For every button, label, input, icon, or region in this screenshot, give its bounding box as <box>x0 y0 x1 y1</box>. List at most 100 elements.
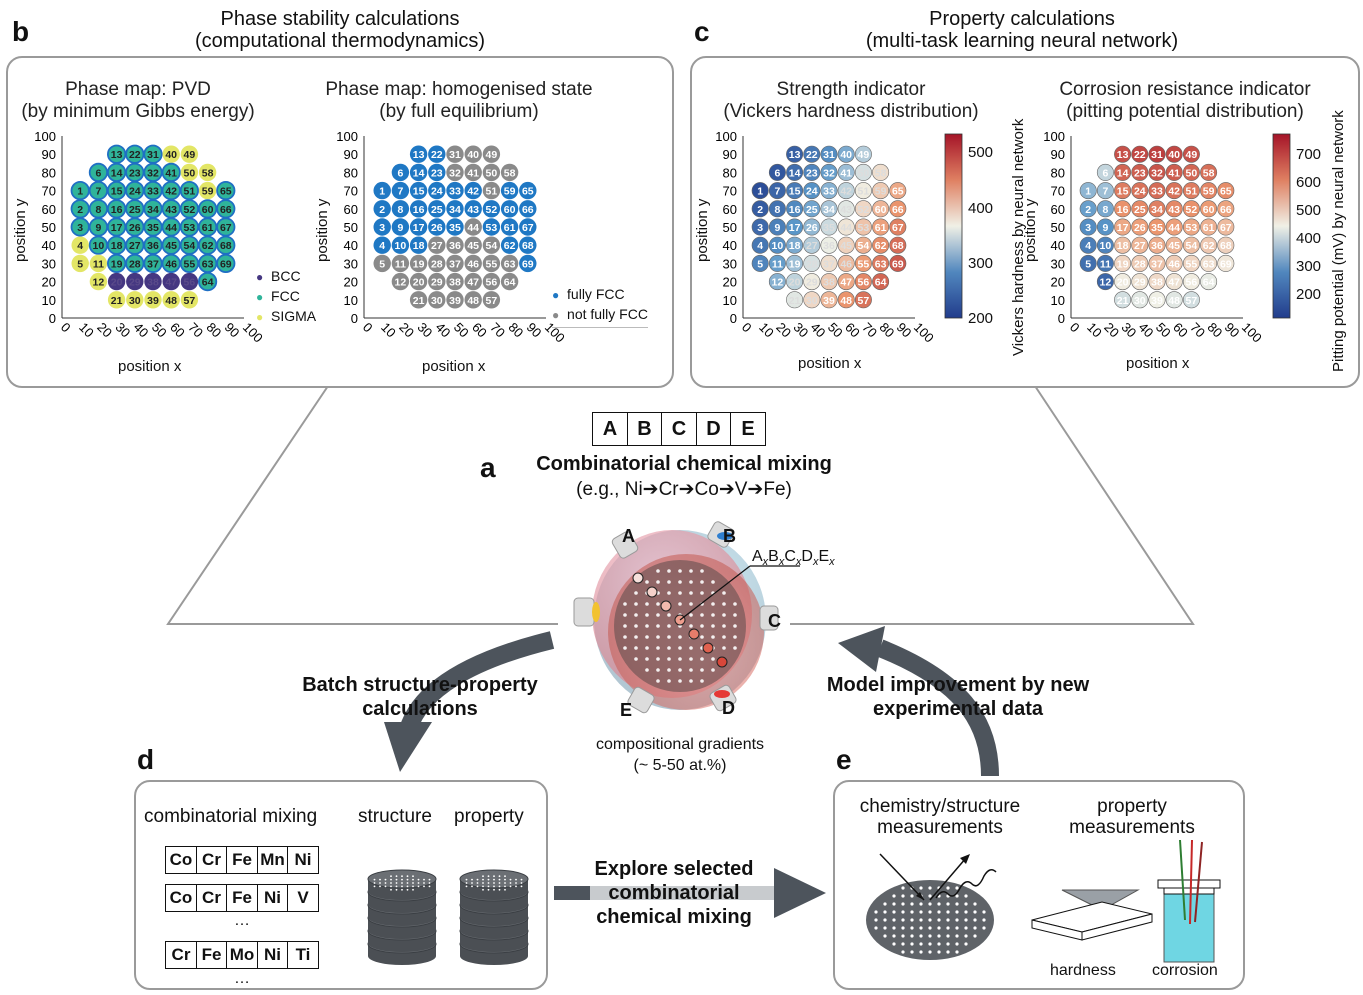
sample-label: 32 <box>1151 167 1163 179</box>
sample-point <box>1079 236 1097 254</box>
y-tick-label: 60 <box>42 202 56 217</box>
map1-xlabel: position x <box>118 358 182 375</box>
sample-label: 34 <box>147 204 159 216</box>
sample-label: 22 <box>806 149 818 161</box>
wafer-dot <box>946 926 950 930</box>
sample-point <box>373 200 391 218</box>
sample-label: 14 <box>1117 167 1129 179</box>
disc-hole <box>520 882 523 884</box>
sample-label: 48 <box>467 295 479 307</box>
sample-label: 59 <box>1203 186 1215 198</box>
target-dot <box>667 624 671 628</box>
sample-point <box>1148 218 1166 236</box>
sample-label: 54 <box>1186 240 1198 252</box>
sample-label: 7 <box>95 186 101 198</box>
panel-c-title-line1: Property calculations <box>929 8 1115 30</box>
sample-label: 41 <box>467 167 479 179</box>
target-dot <box>656 602 660 606</box>
sample-point <box>428 236 446 254</box>
disc-hole <box>498 882 501 884</box>
sample-point <box>1148 163 1166 181</box>
wafer-dot <box>883 918 887 922</box>
wafer-dot <box>910 910 914 914</box>
sample-point <box>428 254 446 273</box>
sample-label: 4 <box>379 240 385 252</box>
sample-point <box>837 182 855 200</box>
panel-c-title: Property calculations (multi-task learni… <box>822 8 1222 52</box>
sample-label: 43 <box>467 204 479 216</box>
sample-label: 68 <box>522 240 534 252</box>
target-dot <box>634 613 638 617</box>
wafer-dot <box>883 926 887 930</box>
disc-hole <box>498 888 501 891</box>
disc-hole <box>384 878 387 881</box>
sample-point <box>107 291 126 309</box>
wafer-dot <box>937 902 941 906</box>
sample-point <box>428 218 446 236</box>
disc-hole <box>428 882 431 884</box>
disc-hole <box>412 882 414 884</box>
panel-label-e: e <box>836 744 852 775</box>
sample-point <box>1148 182 1166 200</box>
sample-label: 4 <box>1085 240 1091 252</box>
sample-point <box>446 272 464 291</box>
disc-hole <box>417 885 420 888</box>
y-tick-label: 100 <box>336 129 358 144</box>
sample-label: 3 <box>77 222 83 234</box>
sample-label: 53 <box>486 222 498 234</box>
sample-label: 62 <box>875 240 887 252</box>
sample-point <box>854 273 872 291</box>
target-dot <box>722 646 726 650</box>
sample-label: 49 <box>858 149 870 161</box>
y-tick-label: 50 <box>42 220 56 235</box>
wafer-dot <box>910 950 914 954</box>
sputter-chamber <box>573 521 800 714</box>
target-dot <box>733 635 737 639</box>
disc-hole <box>493 878 495 881</box>
sample-label: 34 <box>449 204 461 216</box>
sample-point <box>1114 145 1132 163</box>
gradient-caption-line1: compositional gradients <box>595 736 765 753</box>
sample-point <box>837 273 855 291</box>
sample-point <box>768 254 786 272</box>
sample-label: 42 <box>840 186 852 198</box>
disc-hole <box>428 885 431 888</box>
sample-label: 10 <box>1100 240 1112 252</box>
measurement-illustration <box>866 840 1221 963</box>
sample-label: 1 <box>757 186 763 198</box>
sample-point <box>786 291 804 309</box>
sample-label: 56 <box>486 277 498 289</box>
sample-point <box>872 218 890 236</box>
sample-point <box>768 163 786 181</box>
element-box-a: A <box>592 412 628 446</box>
sample-label: 30 <box>431 295 443 307</box>
sample-point <box>446 236 464 254</box>
sample-point <box>1096 182 1114 200</box>
y-tick-label: 70 <box>1051 184 1065 199</box>
sample-label: 64 <box>875 277 887 289</box>
target-dot <box>645 613 649 617</box>
sample-point <box>854 182 872 200</box>
sample-label: 41 <box>1168 167 1180 179</box>
sample-point <box>1114 163 1132 181</box>
sample-point <box>786 200 804 218</box>
sample-point <box>464 254 482 273</box>
sample-point <box>820 273 838 291</box>
wafer-dot <box>964 918 968 922</box>
legend-not-fully-fcc: ● not fully FCC <box>552 306 648 322</box>
disc-hole <box>487 888 490 891</box>
sample-label: 16 <box>413 204 425 216</box>
sample-label: 7 <box>774 186 780 198</box>
map-1: 0010102020303040405050606070708080909010… <box>34 129 266 345</box>
sample-point <box>482 163 501 182</box>
sample-point <box>446 163 464 182</box>
sample-label: 60 <box>1203 204 1215 216</box>
disc-hole <box>423 878 425 881</box>
cbar2-tick-400: 400 <box>1296 230 1322 247</box>
target-dot <box>667 646 671 650</box>
target-dot <box>689 668 693 672</box>
disc-hole <box>498 885 501 888</box>
target-dot <box>667 657 671 661</box>
sample-label: 35 <box>1151 222 1163 234</box>
sample-point <box>1114 200 1132 218</box>
